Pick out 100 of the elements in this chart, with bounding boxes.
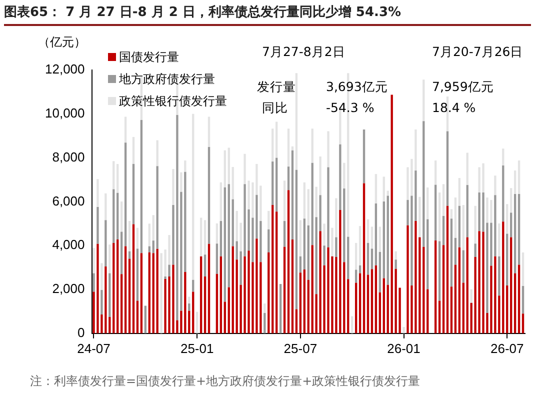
bar: [454, 238, 457, 265]
bar: [438, 241, 441, 301]
bar: [450, 209, 453, 219]
bar: [124, 142, 127, 246]
bar: [268, 229, 270, 252]
bar: [140, 120, 143, 254]
bar: [232, 167, 234, 200]
bar: [502, 222, 504, 334]
bar: [418, 196, 421, 238]
bar: [394, 260, 397, 269]
bar: [283, 246, 286, 334]
bar: [136, 300, 139, 334]
bar: [303, 218, 306, 270]
x-tick-label: 25-01: [180, 340, 214, 356]
bar: [354, 282, 358, 334]
y-tick-label: 4,000: [52, 237, 85, 252]
bar: [474, 244, 476, 258]
bar: [92, 273, 95, 292]
bar: [136, 228, 139, 249]
bar: [382, 278, 385, 334]
bar: [116, 192, 119, 240]
bar: [434, 240, 437, 334]
bar: [172, 168, 174, 205]
bar: [104, 266, 107, 334]
bar: [132, 224, 135, 334]
bar: [442, 184, 445, 216]
chart-title: 图表65： 7 月 27 日-8 月 2 日，利率债总发行量同比少增 54.3%: [4, 3, 531, 26]
bar: [370, 269, 374, 334]
bar: [478, 192, 480, 232]
bar: [358, 265, 362, 274]
bar: [378, 292, 382, 334]
legend-label: 政策性银行债发行量: [118, 93, 227, 110]
bar: [275, 212, 278, 334]
bar: [108, 273, 111, 317]
bar: [390, 94, 393, 334]
bar: [370, 226, 374, 249]
bar: [299, 272, 302, 334]
annotation: 发行量: [257, 79, 296, 96]
bar: [200, 256, 202, 334]
bar: [518, 264, 520, 334]
bar: [299, 220, 302, 256]
bar: [462, 282, 464, 334]
bar: [100, 263, 103, 290]
bar: [426, 187, 429, 220]
bar: [470, 289, 472, 303]
bar: [156, 248, 158, 334]
bar: [295, 170, 298, 310]
bar: [378, 226, 382, 252]
bar: [522, 314, 524, 334]
bar: [354, 270, 358, 283]
bar: [96, 244, 99, 334]
bar: [414, 221, 417, 334]
annotation: -54.3 %: [326, 100, 374, 115]
bar: [454, 198, 457, 238]
bar: [522, 252, 524, 286]
bar: [220, 182, 222, 222]
x-tick-label: 25-07: [284, 340, 318, 356]
bar: [474, 206, 476, 244]
bar: [128, 221, 131, 252]
bar: [311, 245, 314, 334]
y-tick-label: 10,000: [44, 105, 85, 120]
y-tick-label: 2,000: [52, 281, 85, 296]
bar: [287, 128, 290, 167]
bar: [184, 272, 186, 334]
bar: [462, 204, 464, 250]
bar: [510, 212, 512, 238]
bar: [478, 231, 480, 334]
bar: [140, 253, 143, 334]
bar: [224, 302, 226, 334]
bar: [283, 221, 286, 247]
bar: [362, 129, 366, 184]
bar: [374, 203, 378, 266]
bar: [307, 280, 310, 334]
bar: [216, 223, 218, 244]
bar: [438, 300, 441, 334]
bar: [446, 131, 449, 206]
bar: [362, 183, 366, 334]
bar: [514, 273, 516, 334]
bar: [188, 304, 190, 311]
bar: [272, 162, 274, 205]
bar: [366, 242, 370, 275]
bar: [442, 245, 445, 334]
bar: [228, 184, 230, 288]
bar: [502, 165, 504, 222]
y-tick-label: 0: [78, 324, 85, 340]
bar: [275, 158, 278, 212]
bar: [462, 250, 464, 283]
bar: [287, 166, 290, 190]
bar: [458, 247, 461, 334]
bar: [450, 286, 453, 334]
bar: [347, 236, 350, 280]
bar: [256, 238, 258, 334]
bar: [136, 248, 139, 301]
bar: [323, 224, 326, 246]
bar: [128, 251, 131, 259]
bar: [204, 276, 206, 334]
bar: [426, 219, 429, 290]
bar: [108, 244, 111, 274]
bar: [514, 194, 516, 274]
x-tick-label: 26-07: [490, 340, 524, 356]
